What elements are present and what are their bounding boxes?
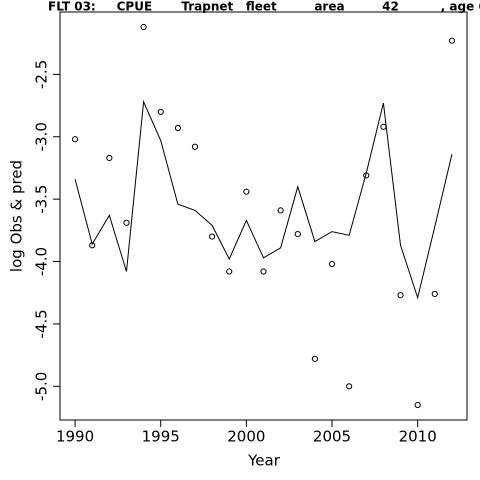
obs-point	[260, 268, 267, 275]
x-tick-label: 1990	[56, 428, 94, 446]
y-tick-label: -5.0	[33, 372, 51, 401]
y-tick-label: -3.5	[33, 185, 51, 214]
obs-point	[448, 37, 456, 44]
obs-point	[123, 219, 130, 226]
x-tick-label: 2010	[399, 428, 437, 446]
obs-point	[397, 292, 404, 299]
obs-point	[191, 143, 199, 150]
obs-point	[431, 290, 438, 298]
obs-point	[157, 108, 164, 115]
x-axis-label: Year	[247, 452, 281, 470]
obs-point	[346, 383, 353, 390]
obs-point	[106, 154, 113, 162]
obs-point	[380, 123, 387, 130]
x-tick-label: 2005	[313, 428, 351, 446]
obs-point	[209, 233, 216, 240]
x-tick-label: 1995	[142, 428, 180, 446]
plot-frame	[59, 11, 468, 421]
obs-point	[311, 355, 318, 362]
y-axis-label: log Obs & pred	[8, 160, 26, 272]
obs-point	[243, 188, 250, 195]
x-tick-label: 2000	[227, 428, 265, 446]
obs-point	[277, 207, 284, 214]
obs-point	[140, 23, 147, 31]
y-tick-label: -4.0	[33, 247, 51, 276]
obs-point	[71, 136, 79, 143]
obs-point	[226, 268, 233, 275]
obs-point	[414, 401, 421, 409]
chart-title: FLT 03: CPUE Trapnet fleet area 42 , age…	[48, 0, 480, 14]
obs-point	[328, 260, 336, 268]
pred-line	[74, 99, 453, 300]
y-tick-label: -2.5	[33, 60, 51, 89]
y-tick-label: -4.5	[33, 309, 51, 338]
y-tick-label: -3.0	[33, 122, 51, 151]
obs-point	[174, 124, 181, 132]
obs-point	[294, 230, 301, 238]
